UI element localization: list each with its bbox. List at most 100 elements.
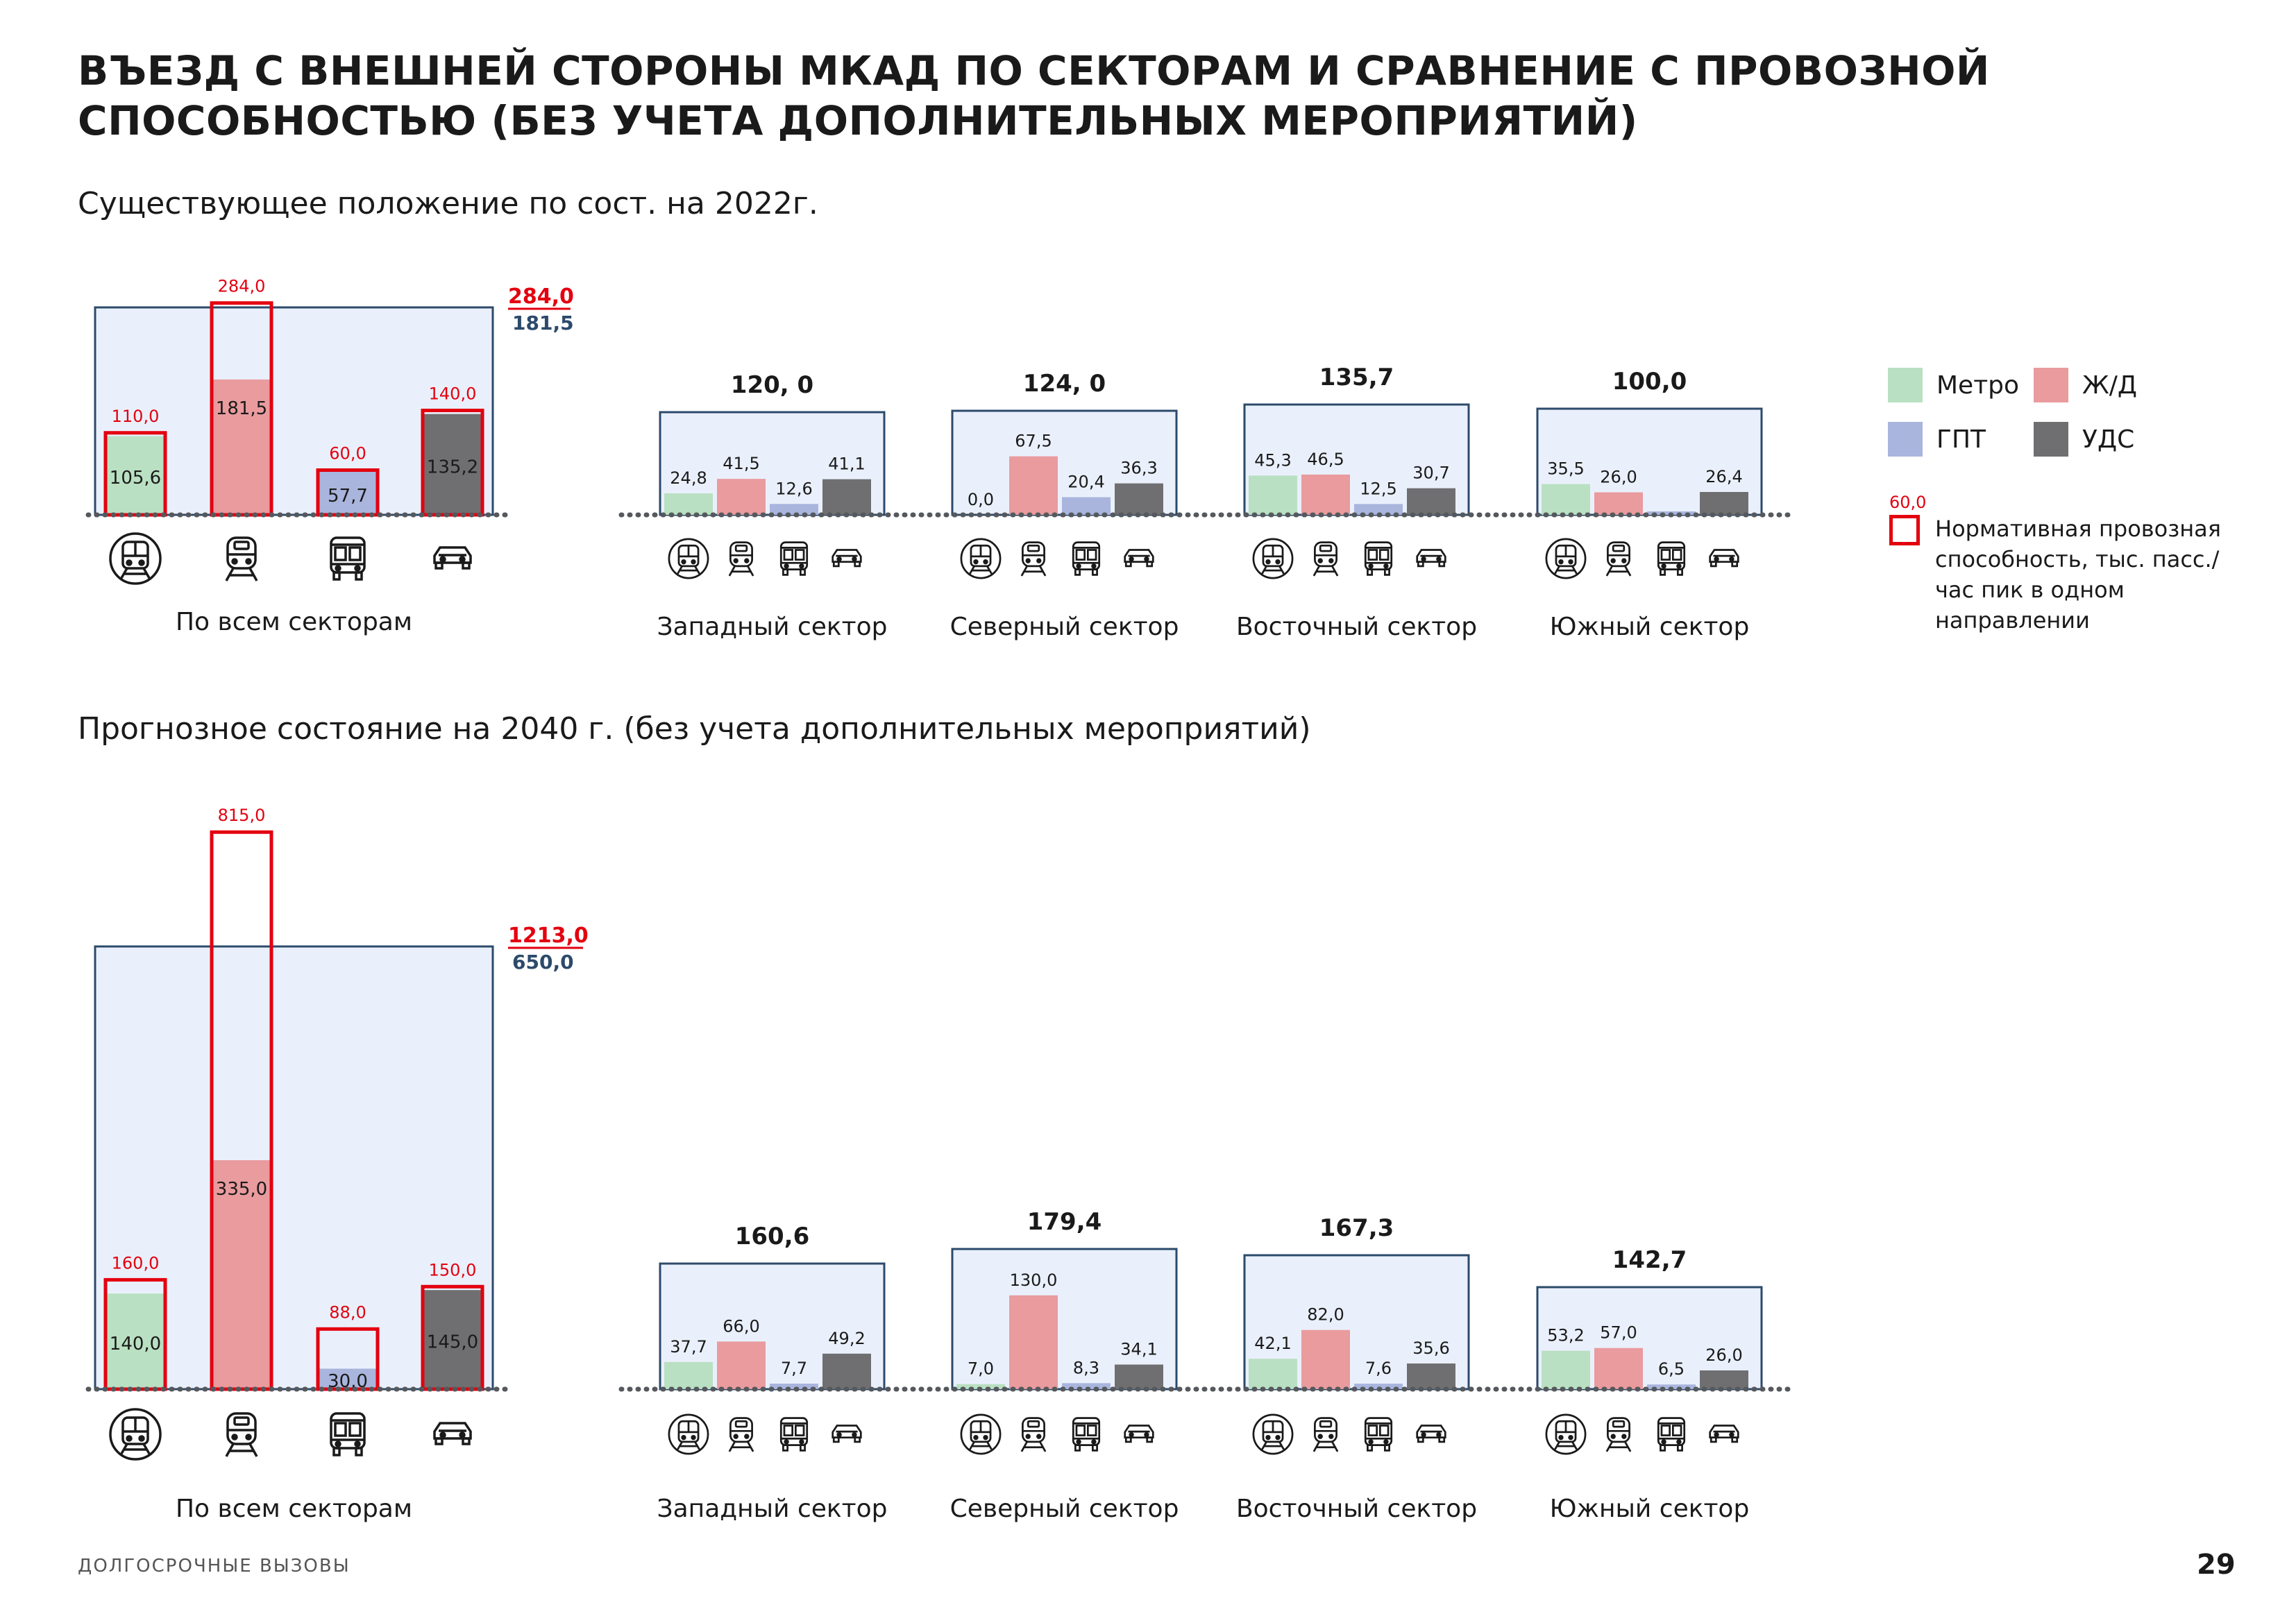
p2040-s4-total: 142,7 [1612,1246,1687,1274]
car-icon [832,1425,862,1443]
p2040-s2-bar-bus [1062,1383,1111,1389]
p2040-s3-value-label-metro: 42,1 [1254,1334,1291,1353]
metro-icon [960,538,1002,579]
metro-icon [668,538,709,579]
p2022-all-value-label-bus: 57,7 [328,486,368,507]
car-icon [433,1422,472,1445]
p2040-s3-value-label-rail: 82,0 [1307,1305,1344,1325]
metro-icon [960,1413,1002,1455]
p2040-s2-value-label-road: 34,1 [1120,1340,1157,1359]
p2040-all-capacity-label-road: 150,0 [429,1260,477,1280]
legend-norm-swatch [1889,515,1920,545]
p2040-all-bar-bus [318,1368,378,1389]
p2022-all-capacity-label-road: 140,0 [429,384,477,404]
legend-metro: Метро [1888,368,2019,402]
car-icon [1709,1425,1739,1443]
p2040-s3-bar-metro [1249,1359,1297,1389]
legend-norm-text: Нормативная провозная способность, тыс. … [1935,516,2221,634]
p2040-all-total-capacity: 1213,0 [508,924,589,948]
p2040-all-panel-label: По всем секторам [176,1495,412,1523]
p2040-s1-value-label-metro: 37,7 [670,1337,707,1357]
p2040-s3-value-label-bus: 7,6 [1365,1359,1392,1378]
p2022-s4-bar-rail [1594,492,1643,515]
p2040-all-value-label-metro: 140,0 [110,1334,161,1354]
p2022-s3-bar-rail [1301,474,1350,515]
legend-road-swatch [2034,422,2068,457]
p2022-s2-value-label-metro: 0,0 [968,490,994,509]
car-icon [1416,549,1446,568]
p2022-s2-total: 124, 0 [1023,370,1106,398]
section-title-2040: Прогнозное состояние на 2040 г. (без уче… [78,711,1311,747]
bus-icon [1364,1417,1393,1452]
legend-bus: ГПТ [1888,422,1986,457]
p2022-s1-bar-rail [717,479,766,515]
p2040-s2-value-label-metro: 7,0 [968,1359,994,1379]
p2040-s3-total: 167,3 [1319,1214,1394,1242]
p2040-s4-bar-metro [1542,1350,1590,1389]
metro-icon [1252,538,1294,579]
p2040-all-value-label-road: 145,0 [427,1332,478,1353]
train-icon [1020,541,1047,577]
p2022-s1-bar-bus [770,504,818,515]
p2022-s3-bar-metro [1249,475,1297,515]
legend-metro-swatch [1888,368,1923,402]
car-icon [1709,549,1739,568]
bus-icon [1657,541,1686,576]
p2022-all-bar-road [423,414,482,515]
p2040-all-capacity-label-bus: 88,0 [329,1302,366,1322]
p2022-s3-value-label-bus: 12,5 [1360,479,1396,498]
train-icon [728,1417,754,1452]
p2022-all-total-capacity: 284,0 [508,284,574,309]
p2022-s1-total: 120, 0 [731,371,813,399]
p2040-s1-panel-label: Западный сектор [657,1495,888,1523]
metro-icon [1252,1413,1294,1455]
legend-rail: Ж/Д [2034,368,2137,402]
p2022-s2-panel-label: Северный сектор [950,613,1179,641]
p2040-s4-value-label-rail: 57,0 [1600,1323,1637,1343]
p2022-all-capacity-rail [210,301,273,517]
p2040-s1-value-label-rail: 66,0 [723,1316,759,1336]
p2022-all-capacity-label-metro: 110,0 [112,407,160,426]
p2022-s4-bar-road [1700,492,1748,515]
p2022-all-capacity-label-bus: 60,0 [329,444,366,464]
legend-road: УДС [2034,422,2134,457]
p2040-all-capacity-label-metro: 160,0 [112,1253,160,1273]
legend-bus-label: ГПТ [1936,425,1986,454]
footer-section: ДОЛГОСРОЧНЫЕ ВЫЗОВЫ [78,1556,351,1577]
bus-icon [779,541,809,576]
p2022-all-bar-metro [105,436,165,515]
p2040-s3-value-label-road: 35,6 [1412,1339,1449,1358]
p2022-s3-value-label-road: 30,7 [1412,464,1449,483]
car-icon [1416,1425,1446,1443]
p2022-s1-bar-road [822,479,871,515]
p2022-all-total-flow: 181,5 [512,312,574,334]
p2040-s4-value-label-bus: 6,5 [1658,1359,1685,1379]
p2022-s4-bar-metro [1542,484,1590,515]
train-icon [1605,1417,1632,1452]
p2022-s3-total: 135,7 [1319,364,1394,391]
train-icon [225,536,258,581]
p2040-s4-panel-label: Южный сектор [1550,1495,1750,1523]
p2040-s3-bar-road [1407,1363,1455,1389]
page-title: ВЪЕЗД С ВНЕШНЕЙ СТОРОНЫ МКАД ПО СЕКТОРАМ… [78,47,1990,144]
train-icon [1312,541,1339,577]
p2040-s1-value-label-road: 49,2 [828,1329,865,1348]
p2022-all-value-label-road: 135,2 [427,457,478,477]
p2022-all-panel-label: По всем секторам [176,608,412,636]
metro-icon [109,532,162,585]
p2040-all-capacity-metro [103,1277,167,1391]
bus-icon [779,1417,809,1452]
car-icon [832,549,862,568]
p2040-s1-value-label-bus: 7,7 [781,1359,807,1378]
car-icon [1124,1425,1154,1443]
p2040-all-bar-metro [105,1293,165,1389]
p2040-s2-bar-rail [1009,1295,1058,1389]
metro-icon [668,1413,709,1455]
p2040-s1-total: 160,6 [735,1223,810,1250]
section-title-2022: Существующее положение по сост. на 2022г… [78,186,818,221]
p2022-s4-value-label-metro: 35,5 [1547,459,1584,479]
p2040-all-value-label-rail: 335,0 [216,1179,267,1200]
p2022-s3-value-label-metro: 45,3 [1254,450,1291,470]
legend-bus-swatch [1888,422,1923,457]
p2022-s1-bar-metro [664,493,713,515]
